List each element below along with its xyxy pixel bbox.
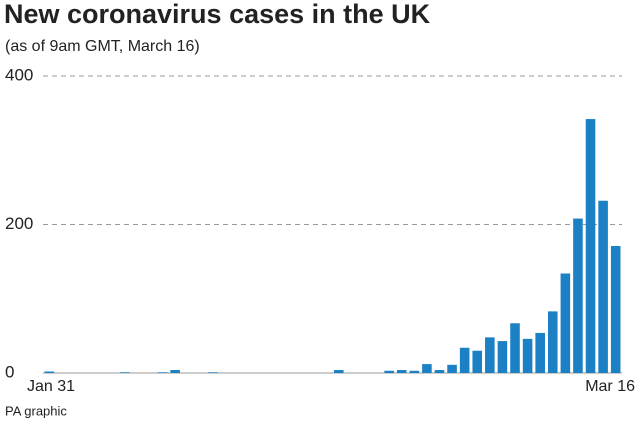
y-tick-label: 200: [5, 214, 33, 233]
bar: [157, 372, 168, 373]
bar: [384, 370, 394, 373]
bar: [485, 337, 495, 373]
bar: [610, 246, 621, 373]
bar: [44, 371, 55, 373]
x-tick-label: Mar 16: [585, 378, 635, 395]
bar: [547, 311, 558, 373]
bar: [510, 323, 520, 373]
y-tick-label: 400: [5, 65, 33, 84]
source-note: PA graphic: [5, 403, 67, 418]
bar: [497, 341, 508, 373]
y-tick-label: 0: [5, 362, 14, 381]
bar: [396, 370, 407, 373]
bar: [120, 372, 130, 373]
bar: [409, 370, 420, 373]
bar: [522, 338, 533, 373]
bar: [535, 332, 545, 373]
bar: [434, 370, 445, 373]
bar: [422, 364, 432, 373]
bar: [334, 370, 344, 373]
bar: [560, 273, 571, 373]
x-tick-label: Jan 31: [27, 378, 75, 395]
bar: [573, 218, 583, 373]
bar: [447, 364, 457, 373]
chart-title: New coronavirus cases in the UK: [4, 0, 431, 29]
bar: [170, 370, 180, 373]
bar: [208, 372, 218, 373]
bar: [459, 347, 470, 373]
chart-subtitle: (as of 9am GMT, March 16): [5, 38, 200, 55]
bar: [585, 119, 596, 373]
bar: [598, 200, 608, 373]
bar: [472, 350, 483, 373]
